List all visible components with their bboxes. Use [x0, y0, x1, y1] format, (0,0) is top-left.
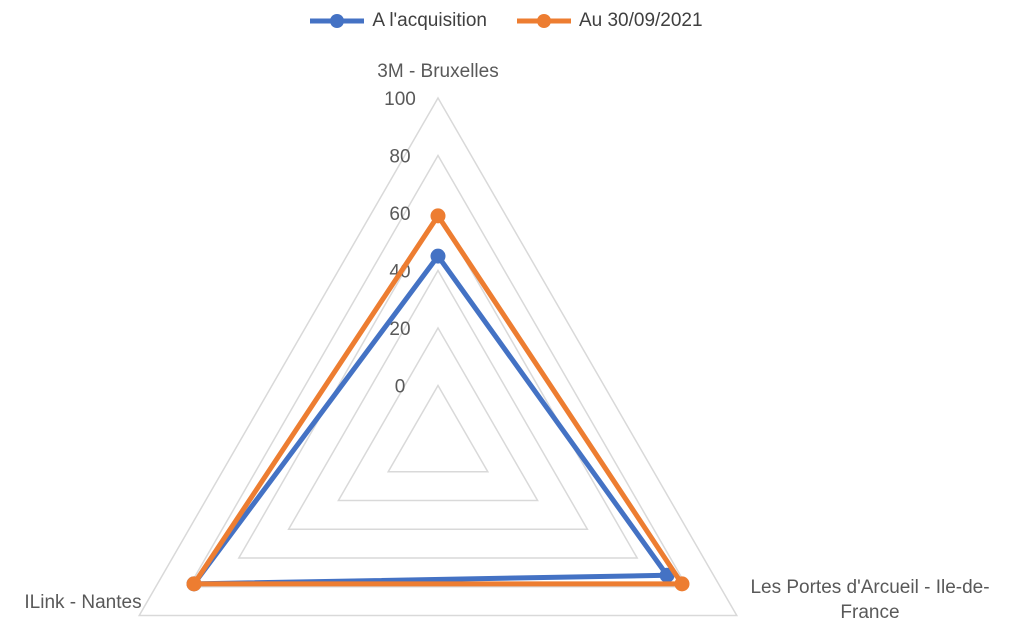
grid-ring-1	[337, 326, 539, 502]
tick-label-3: 60	[389, 204, 410, 225]
series-lines	[186, 208, 690, 592]
grid-ring-3	[237, 211, 639, 559]
tick-label-4: 80	[389, 147, 410, 168]
grid-ring-4	[187, 153, 689, 588]
tick-label-0: 0	[395, 377, 406, 398]
legend-marker-series-2	[516, 14, 571, 28]
category-label-0: 3M - Bruxelles	[377, 61, 498, 82]
legend-item-series-1: A l'acquisition	[308, 10, 487, 32]
category-label-1: Les Portes d'Arcueil - Ile-de-France	[750, 577, 989, 623]
grid	[137, 96, 739, 617]
series-2-point-2	[186, 576, 202, 592]
category-labels: 3M - Bruxelles Les Portes d'Arcueil - Ile…	[24, 61, 989, 623]
category-label-2: ILink - Nantes	[24, 592, 141, 613]
legend-label-series-1: A l'acquisition	[372, 10, 487, 31]
grid-ring-5	[137, 96, 739, 617]
legend-label-series-2: Au 30/09/2021	[578, 10, 703, 31]
series-line-2	[191, 213, 685, 587]
legend: A l'acquisition Au 30/09/2021	[0, 8, 1011, 34]
series-2-point-1	[674, 576, 690, 592]
grid-ring-2	[287, 269, 589, 530]
tick-label-5: 100	[384, 89, 416, 110]
series-line-1	[191, 253, 670, 587]
legend-marker-series-1	[310, 14, 365, 28]
series-1-point-0	[430, 248, 446, 264]
series-2-point-0	[430, 208, 446, 224]
legend-item-series-2: Au 30/09/2021	[515, 10, 703, 32]
tick-label-1: 20	[389, 319, 410, 340]
grid-ring-0	[386, 383, 490, 473]
